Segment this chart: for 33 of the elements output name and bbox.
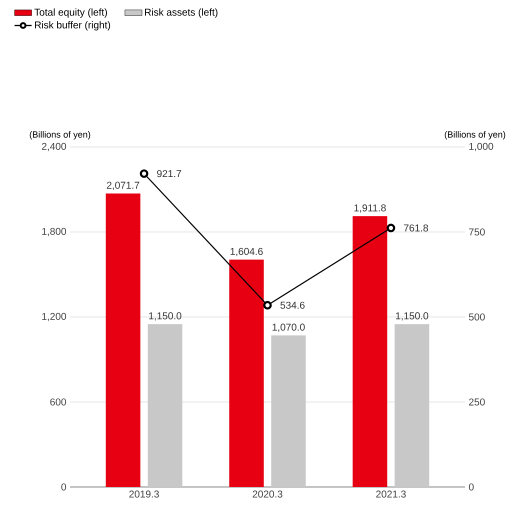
data-label: 1,911.8	[354, 204, 386, 213]
y2-tick-label: 250	[469, 398, 485, 406]
data-label: 2,071.7	[106, 182, 140, 190]
y-tick-label: 1,200	[42, 312, 66, 322]
point	[263, 300, 272, 310]
y-tick-label: 1,800	[42, 228, 66, 236]
x-tick-label: 2021.3	[376, 490, 406, 498]
y2-tick-label: 0	[468, 483, 474, 491]
y2-tick-label: 750	[469, 228, 485, 236]
bar	[229, 260, 264, 487]
bar	[106, 194, 140, 487]
data-label: 1,150.0	[149, 312, 182, 321]
point	[140, 169, 148, 178]
data-label: 1,150.0	[396, 312, 428, 321]
legend-label: Risk assets (left)	[145, 8, 218, 18]
y2-axis-title: (Billions of yen)	[444, 131, 506, 140]
point	[386, 224, 396, 232]
y-tick-label: 600	[50, 398, 66, 406]
bar	[352, 216, 388, 487]
y-tick-label: 2,400	[42, 142, 66, 152]
y-axis-title: (Billions of yen)	[30, 131, 90, 140]
data-label: 534.6	[280, 302, 305, 309]
y-tick-label: 0	[61, 483, 66, 491]
x-tick-label: 2019.3	[129, 490, 159, 498]
data-label: 921.7	[157, 170, 182, 178]
data-label: 1,604.6	[230, 248, 263, 256]
y2-tick-label: 1,000	[469, 142, 494, 152]
x-tick-label: 2020.3	[252, 490, 282, 498]
legend-label: Total equity (left)	[34, 8, 107, 18]
data-label: 1,070.0	[272, 324, 305, 332]
data-label: 761.8	[404, 224, 428, 232]
y2-tick-label: 500	[468, 313, 485, 321]
legend-label: Risk buffer (right)	[35, 21, 110, 30]
